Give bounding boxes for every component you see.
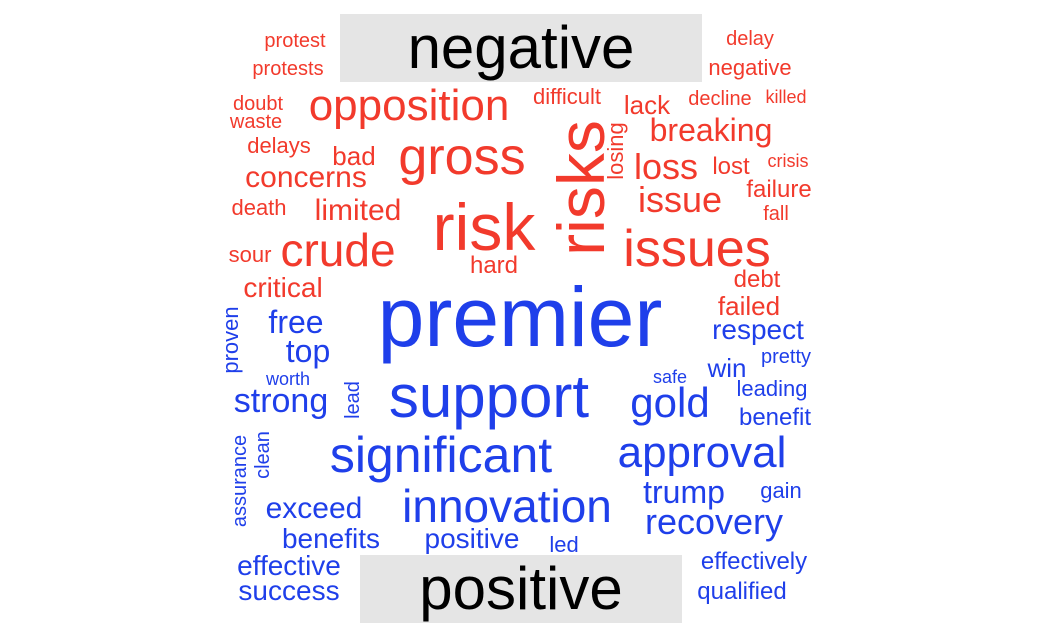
word: limited: [314, 194, 402, 227]
word: bad: [332, 141, 376, 171]
word: debt: [733, 266, 781, 293]
word: sour: [228, 242, 272, 267]
word: decline: [688, 88, 752, 110]
word: recovery: [644, 501, 784, 542]
word: delay: [726, 28, 774, 50]
word: negative: [708, 55, 792, 80]
word: respect: [712, 314, 804, 345]
word: free: [268, 304, 324, 340]
word: breaking: [649, 112, 773, 148]
word: difficult: [532, 84, 602, 109]
word: gold: [630, 379, 710, 426]
word: clean: [252, 431, 274, 479]
word: killed: [765, 87, 807, 107]
word: failure: [746, 176, 812, 203]
word: crisis: [767, 151, 809, 171]
word: loss: [633, 146, 699, 187]
word: lost: [712, 153, 750, 180]
word: lead: [342, 381, 364, 419]
word: pretty: [760, 346, 812, 368]
word: proven: [218, 306, 243, 374]
word: gross: [398, 128, 526, 186]
word: innovation: [402, 480, 612, 532]
word: worth: [265, 369, 311, 389]
word: death: [231, 195, 287, 220]
word: effectively: [700, 548, 808, 575]
word: trump: [643, 474, 725, 510]
word: lack: [623, 90, 671, 120]
word: exceed: [265, 492, 363, 525]
word: losing: [603, 122, 628, 180]
word: concerns: [245, 161, 367, 194]
word: crude: [280, 224, 396, 276]
word: positive: [424, 523, 520, 554]
word: benefit: [738, 404, 812, 431]
word: failed: [717, 291, 781, 321]
word: risk: [432, 190, 536, 264]
word: issues: [623, 220, 771, 278]
word: fall: [763, 203, 789, 225]
negative-label: negative: [340, 14, 702, 82]
word: qualified: [697, 578, 787, 605]
word: success: [238, 575, 340, 606]
word: protests: [252, 58, 324, 80]
word: protest: [264, 30, 326, 52]
word: strong: [233, 382, 329, 420]
positive-label: positive: [360, 555, 682, 623]
word: issue: [637, 179, 723, 220]
word: benefits: [281, 523, 381, 554]
word: doubt: [232, 93, 284, 115]
word: significant: [329, 427, 553, 483]
word: effective: [237, 550, 341, 581]
word: opposition: [308, 81, 510, 130]
word: led: [549, 532, 579, 557]
word: critical: [243, 272, 323, 303]
word: premier: [377, 270, 663, 364]
word: top: [285, 333, 331, 369]
word: gain: [760, 478, 802, 503]
word: leading: [736, 376, 808, 401]
word: assurance: [229, 434, 251, 528]
word: safe: [652, 367, 688, 387]
word: approval: [617, 428, 787, 477]
word: support: [388, 363, 590, 430]
word: waste: [229, 111, 283, 133]
word: hard: [469, 252, 519, 279]
word: delays: [247, 133, 311, 158]
word: win: [707, 353, 747, 383]
